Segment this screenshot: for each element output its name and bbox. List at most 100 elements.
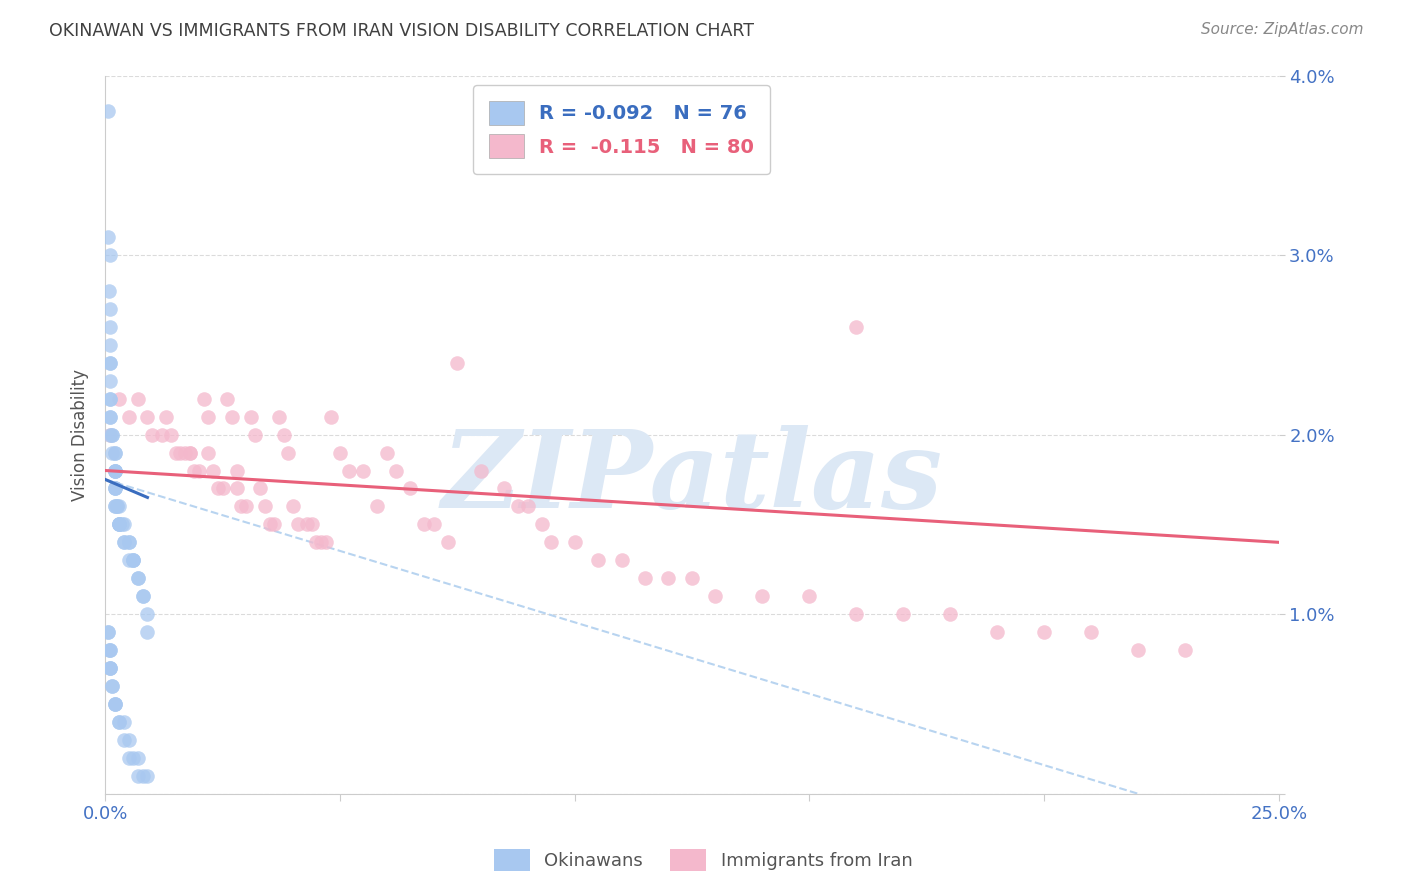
Point <box>329 445 352 459</box>
Point <box>108 517 131 532</box>
Point <box>118 535 141 549</box>
Point <box>221 409 243 424</box>
Point <box>375 445 398 459</box>
Y-axis label: Vision Disability: Vision Disability <box>72 368 89 500</box>
Point <box>193 392 215 406</box>
Point <box>101 427 124 442</box>
Point <box>319 409 342 424</box>
Point <box>132 769 155 783</box>
Legend: R = -0.092   N = 76, R =  -0.115   N = 80: R = -0.092 N = 76, R = -0.115 N = 80 <box>474 86 770 174</box>
Point <box>136 607 159 621</box>
Point <box>245 427 267 442</box>
Point <box>97 104 120 119</box>
Point <box>259 517 281 532</box>
Point <box>101 679 124 693</box>
Point <box>98 661 121 675</box>
Point <box>141 427 163 442</box>
Point <box>104 500 127 514</box>
Point <box>136 769 159 783</box>
Point <box>211 482 233 496</box>
Point <box>891 607 914 621</box>
Point <box>98 392 121 406</box>
Point <box>104 445 127 459</box>
Point <box>104 482 127 496</box>
Point <box>540 535 562 549</box>
Point <box>352 463 374 477</box>
Point <box>108 517 131 532</box>
Point <box>845 607 868 621</box>
Point <box>174 445 197 459</box>
Point <box>98 643 121 657</box>
Point <box>239 409 262 424</box>
Point <box>657 571 679 585</box>
Point <box>118 409 141 424</box>
Point <box>112 714 135 729</box>
Point <box>108 500 131 514</box>
Point <box>446 356 468 370</box>
Point <box>122 553 145 567</box>
Point <box>122 553 145 567</box>
Point <box>98 643 121 657</box>
Point <box>98 661 121 675</box>
Point <box>231 500 253 514</box>
Point <box>1033 625 1056 640</box>
Point <box>98 661 121 675</box>
Point <box>132 589 155 603</box>
Point <box>986 625 1008 640</box>
Point <box>98 356 121 370</box>
Point <box>122 751 145 765</box>
Point <box>939 607 962 621</box>
Point <box>104 482 127 496</box>
Point <box>104 697 127 711</box>
Point <box>101 445 124 459</box>
Point <box>366 500 388 514</box>
Point <box>516 500 538 514</box>
Point <box>197 445 219 459</box>
Point <box>508 500 530 514</box>
Point <box>267 409 290 424</box>
Point <box>1080 625 1102 640</box>
Point <box>111 517 134 532</box>
Point <box>127 571 149 585</box>
Point <box>845 319 868 334</box>
Point <box>281 500 304 514</box>
Point <box>104 445 127 459</box>
Point <box>437 535 460 549</box>
Point <box>413 517 436 532</box>
Point <box>1174 643 1197 657</box>
Point <box>751 589 773 603</box>
Point <box>98 392 121 406</box>
Point <box>295 517 318 532</box>
Point <box>277 445 299 459</box>
Point <box>98 409 121 424</box>
Point <box>249 482 271 496</box>
Point <box>179 445 201 459</box>
Point <box>207 482 229 496</box>
Point <box>305 535 328 549</box>
Point <box>301 517 323 532</box>
Point <box>98 284 121 298</box>
Point <box>287 517 309 532</box>
Point <box>98 427 121 442</box>
Point <box>634 571 657 585</box>
Point <box>315 535 337 549</box>
Point <box>112 535 135 549</box>
Point <box>98 301 121 316</box>
Point <box>98 248 121 262</box>
Point <box>118 732 141 747</box>
Point <box>470 463 492 477</box>
Point <box>118 553 141 567</box>
Point <box>273 427 295 442</box>
Point <box>104 697 127 711</box>
Point <box>704 589 727 603</box>
Text: ZIPatlas: ZIPatlas <box>441 425 942 531</box>
Point <box>104 463 127 477</box>
Point <box>799 589 821 603</box>
Point <box>98 374 121 388</box>
Point <box>197 409 219 424</box>
Point <box>112 535 135 549</box>
Point <box>385 463 408 477</box>
Point <box>530 517 553 532</box>
Point <box>104 482 127 496</box>
Point <box>118 535 141 549</box>
